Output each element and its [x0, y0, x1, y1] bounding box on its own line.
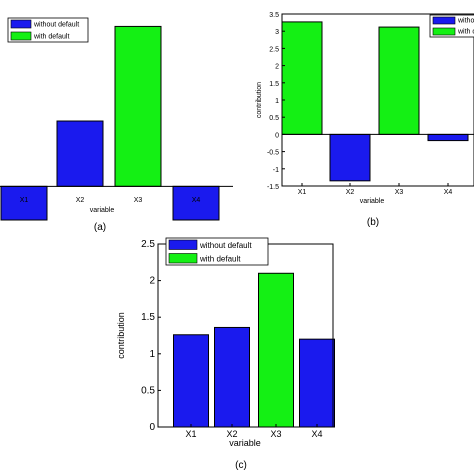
- chart-panel-3: 0 0.5 1 1.5 2 2.5 X1 X2 X3 X4 variable contribution…: [116, 237, 335, 471]
- legend-swatch: [10, 19, 32, 29]
- y-tick-label: 1.5: [269, 81, 279, 88]
- x-axis-label: variable: [229, 438, 261, 448]
- bar-x1: [0, 185, 48, 221]
- panel-letter: (c): [235, 460, 247, 471]
- legend-label: with default: [199, 255, 241, 264]
- legend-swatch: [10, 31, 32, 41]
- legend: without default with default: [429, 14, 474, 38]
- y-tick-label: 2: [275, 64, 279, 71]
- bar-x2: [329, 133, 371, 182]
- legend: without default with default: [7, 17, 89, 43]
- y-tick-label: 0: [275, 132, 279, 139]
- bar-x3: [114, 25, 162, 187]
- x-tick-label: X3: [395, 189, 404, 196]
- legend-swatch: [432, 27, 456, 36]
- chart-panel-2: -1.5 -1 -0.5 0 0.5 1 1.5 2 2.5 3 3.5 X1 X2 X3 X4 variab…: [256, 12, 474, 228]
- legend-label: with default: [33, 34, 69, 41]
- x-tick-label: X1: [298, 189, 307, 196]
- x-axis-label: variable: [360, 198, 385, 205]
- bar-x4: [172, 185, 220, 221]
- y-tick-label: 2.5: [269, 46, 279, 53]
- y-tick-label: 1: [275, 98, 279, 105]
- legend-swatch: [168, 239, 198, 250]
- legend: without default with default: [165, 237, 269, 266]
- bar-x3: [258, 272, 294, 428]
- y-tick-label: -0.5: [267, 150, 279, 157]
- x-tick-label: X2: [76, 197, 85, 204]
- bar-x4: [427, 133, 469, 142]
- bar-x2: [56, 120, 104, 187]
- y-tick-label: 0.5: [269, 115, 279, 122]
- x-axis-label: variable: [90, 207, 115, 214]
- y-tick-label: 1: [149, 349, 155, 360]
- y-tick-label: 2: [149, 276, 155, 287]
- y-tick-label: 3: [275, 29, 279, 36]
- y-tick-label: 0.5: [141, 385, 155, 396]
- chart-panel-1: X1 X2 X3 X4 variable without default with defa…: [0, 17, 233, 233]
- x-tick-label: X3: [270, 429, 281, 439]
- y-tick-label: 0: [149, 422, 155, 433]
- x-tick-label: X4: [192, 197, 201, 204]
- y-tick-label: 1.5: [141, 312, 155, 323]
- bar-x1: [173, 334, 209, 428]
- legend-label: without default: [33, 22, 79, 29]
- x-tick-label: X1: [185, 429, 196, 439]
- y-tick-label: 3.5: [269, 12, 279, 19]
- legend-label: with default: [457, 29, 474, 36]
- y-axis-label: contribution: [256, 82, 263, 118]
- x-tick-label: X2: [226, 429, 237, 439]
- legend-swatch: [168, 253, 198, 264]
- x-tick-label: X1: [20, 197, 29, 204]
- bar-x4: [299, 338, 335, 428]
- legend-swatch: [432, 16, 456, 25]
- x-tick-label: X3: [134, 197, 143, 204]
- y-axis-label: contribution: [116, 312, 126, 359]
- y-tick-label: 2.5: [141, 239, 155, 250]
- panel-letter: (b): [367, 217, 379, 228]
- legend-label: without default: [457, 18, 474, 25]
- legend-label: without default: [199, 241, 252, 250]
- x-tick-label: X4: [444, 189, 453, 196]
- x-tick-label: X2: [346, 189, 355, 196]
- bar-x1: [281, 21, 323, 135]
- bar-x2: [214, 326, 250, 428]
- bar-x3: [378, 26, 420, 135]
- panel-letter: (a): [94, 222, 106, 233]
- x-tick-label: X4: [311, 429, 322, 439]
- y-tick-label: -1: [273, 167, 279, 174]
- y-tick-label: -1.5: [267, 184, 279, 191]
